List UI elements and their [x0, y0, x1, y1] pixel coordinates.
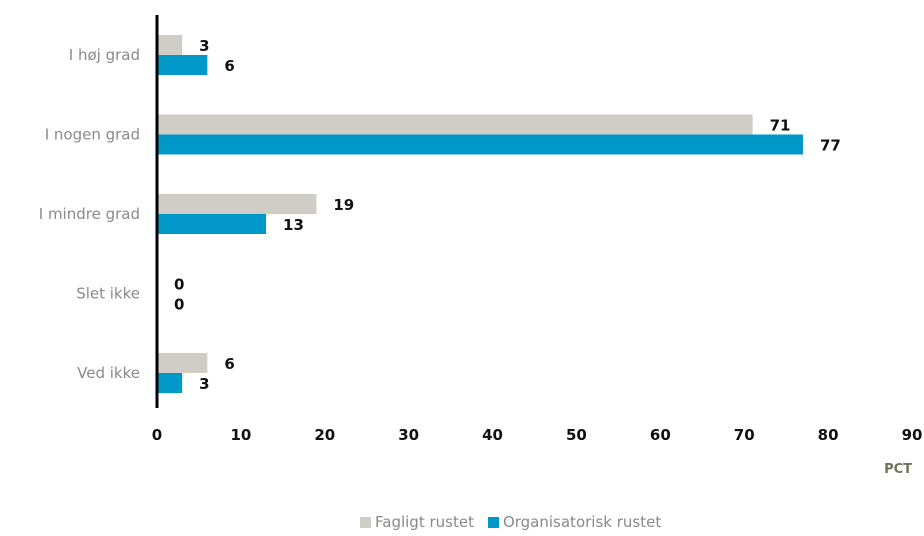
- value-label-organisatorisk-i-nogen-grad: 77: [820, 137, 841, 155]
- legend-label-organisatorisk: Organisatorisk rustet: [502, 513, 662, 531]
- legend-swatch-organisatorisk: [487, 516, 499, 528]
- x-tick-label-40: 40: [482, 426, 503, 444]
- legend-item-fagligt: Fagligt rustet: [360, 513, 474, 531]
- value-label-organisatorisk-ved-ikke: 3: [199, 375, 209, 393]
- legend-item-organisatorisk: Organisatorisk rustet: [487, 513, 662, 531]
- legend-label-fagligt: Fagligt rustet: [375, 513, 474, 531]
- x-tick-label-0: 0: [152, 426, 162, 444]
- x-axis-unit-label: PCT: [884, 462, 912, 477]
- x-tick-label-60: 60: [650, 426, 671, 444]
- x-tick-label-80: 80: [818, 426, 839, 444]
- bar-fagligt-i-mindre-grad: [157, 194, 317, 214]
- legend: Fagligt rustet Organisatorisk rustet: [360, 513, 661, 531]
- value-label-fagligt-ved-ikke: 6: [224, 355, 234, 373]
- value-label-organisatorisk-slet-ikke: 0: [174, 296, 184, 314]
- value-label-fagligt-i-høj-grad: 3: [199, 37, 209, 55]
- bar-fagligt-i-høj-grad: [157, 35, 183, 55]
- bar-organisatorisk-i-nogen-grad: [157, 134, 803, 155]
- bar-fagligt-i-nogen-grad: [157, 114, 753, 135]
- value-label-fagligt-i-mindre-grad: 19: [333, 196, 354, 214]
- category-label-slet-ikke: Slet ikke: [76, 285, 140, 303]
- category-label-i-høj-grad: I høj grad: [69, 46, 140, 64]
- value-label-organisatorisk-i-høj-grad: 6: [224, 57, 234, 75]
- bar-fagligt-ved-ikke: [157, 353, 208, 373]
- category-label-ved-ikke: Ved ikke: [77, 364, 140, 382]
- category-label-i-nogen-grad: I nogen grad: [45, 126, 140, 144]
- x-tick-label-70: 70: [734, 426, 755, 444]
- value-label-fagligt-slet-ikke: 0: [174, 276, 184, 294]
- category-label-i-mindre-grad: I mindre grad: [39, 205, 140, 223]
- x-tick-label-30: 30: [398, 426, 419, 444]
- x-tick-label-20: 20: [314, 426, 335, 444]
- legend-swatch-fagligt: [360, 516, 371, 528]
- value-label-organisatorisk-i-mindre-grad: 13: [283, 216, 304, 234]
- bar-organisatorisk-ved-ikke: [157, 373, 183, 393]
- bar-organisatorisk-i-mindre-grad: [157, 214, 267, 234]
- x-tick-label-50: 50: [566, 426, 587, 444]
- x-tick-label-90: 90: [902, 426, 923, 444]
- x-tick-label-10: 10: [230, 426, 251, 444]
- bar-organisatorisk-i-høj-grad: [157, 55, 208, 75]
- value-label-fagligt-i-nogen-grad: 71: [770, 117, 791, 135]
